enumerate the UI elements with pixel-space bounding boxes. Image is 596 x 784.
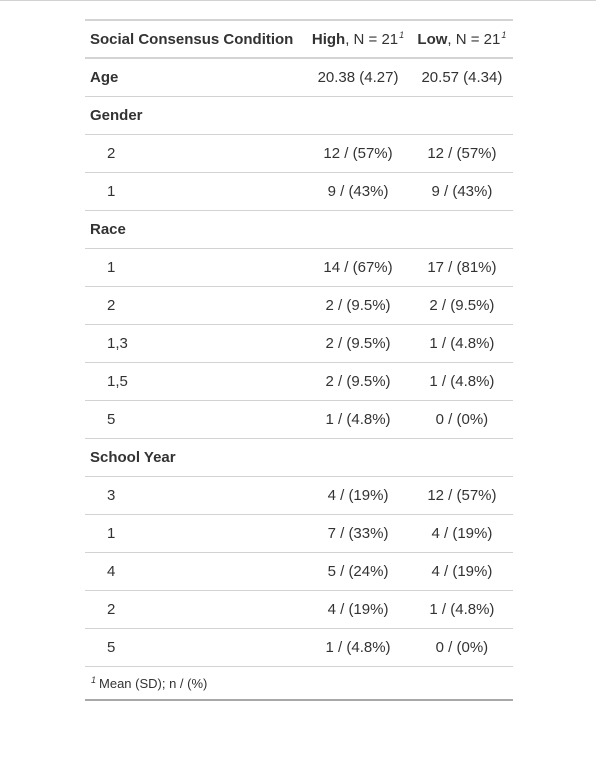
cell-high [305,96,411,135]
summary-table: Social Consensus Condition High, N = 211… [85,19,513,701]
row-label: 1,5 [85,362,306,401]
row-label: 1 [85,248,306,287]
row-label: 3 [85,476,306,515]
cell-high: 4 / (19%) [305,590,411,629]
cell-high: 5 / (24%) [305,552,411,591]
cell-high: 12 / (57%) [305,134,411,173]
cell-low: 0 / (0%) [410,400,513,439]
cell-low: 4 / (19%) [410,514,513,553]
cell-high: 1 / (4.8%) [305,628,411,667]
cell-low: 1 / (4.8%) [410,324,513,363]
row-label: 2 [85,590,306,629]
cell-low: 12 / (57%) [410,134,513,173]
table-row: 2 4 / (19%) 1 / (4.8%) [85,590,513,629]
footnote-mark: 1 [91,675,97,685]
summary-table-container: Social Consensus Condition High, N = 211… [85,19,513,701]
table-row: 2 12 / (57%) 12 / (57%) [85,134,513,173]
footnote-text: Mean (SD); n / (%) [99,676,208,691]
cell-low [410,438,513,477]
cell-low: 1 / (4.8%) [410,362,513,401]
table-row: 4 5 / (24%) 4 / (19%) [85,552,513,591]
cell-high: 2 / (9.5%) [305,362,411,401]
group-label: School Year [85,438,306,477]
cell-high: 14 / (67%) [305,248,411,287]
table-row: 3 4 / (19%) 12 / (57%) [85,476,513,515]
top-divider [0,0,596,1]
cell-low: 4 / (19%) [410,552,513,591]
row-label: 5 [85,400,306,439]
table-row-group-gender: Gender [85,96,513,135]
cell-low: 9 / (43%) [410,172,513,211]
table-row: 1 7 / (33%) 4 / (19%) [85,514,513,553]
cell-high: 7 / (33%) [305,514,411,553]
header-low: Low, N = 211 [410,20,513,59]
row-label: 1,3 [85,324,306,363]
cell-high [305,210,411,249]
header-high-label: High [311,31,346,48]
cell-high: 20.38 (4.27) [305,58,411,97]
cell-high: 1 / (4.8%) [305,400,411,439]
group-label: Race [85,210,306,249]
cell-low: 12 / (57%) [410,476,513,515]
cell-low: 1 / (4.8%) [410,590,513,629]
cell-low: 17 / (81%) [410,248,513,287]
table-row: 1,5 2 / (9.5%) 1 / (4.8%) [85,362,513,401]
footnote: 1 Mean (SD); n / (%) [85,667,513,701]
table-row: 1 9 / (43%) 9 / (43%) [85,172,513,211]
cell-low [410,96,513,135]
header-low-footnote-mark: 1 [501,30,507,40]
table-row: 5 1 / (4.8%) 0 / (0%) [85,400,513,439]
row-label: Age [85,58,306,97]
cell-high: 2 / (9.5%) [305,286,411,325]
group-label: Gender [85,96,306,135]
footnote-row: 1 Mean (SD); n / (%) [85,667,513,701]
cell-high: 9 / (43%) [305,172,411,211]
cell-low: 0 / (0%) [410,628,513,667]
row-label: 1 [85,172,306,211]
header-low-n: , N = 21 [447,31,501,48]
table-row: 2 2 / (9.5%) 2 / (9.5%) [85,286,513,325]
cell-low: 2 / (9.5%) [410,286,513,325]
row-label: 5 [85,628,306,667]
cell-low [410,210,513,249]
table-row: 1,3 2 / (9.5%) 1 / (4.8%) [85,324,513,363]
cell-high: 4 / (19%) [305,476,411,515]
header-high-n: , N = 21 [345,31,399,48]
row-label: 1 [85,514,306,553]
header-high: High, N = 211 [305,20,411,59]
header-characteristic: Social Consensus Condition [85,20,306,59]
table-row: 1 14 / (67%) 17 / (81%) [85,248,513,287]
row-label: 2 [85,286,306,325]
cell-high: 2 / (9.5%) [305,324,411,363]
table-row-group-school-year: School Year [85,438,513,477]
cell-low: 20.57 (4.34) [410,58,513,97]
cell-high [305,438,411,477]
table-row: 5 1 / (4.8%) 0 / (0%) [85,628,513,667]
table-row-group-race: Race [85,210,513,249]
row-label: 2 [85,134,306,173]
row-label: 4 [85,552,306,591]
header-low-label: Low [417,31,448,48]
header-row: Social Consensus Condition High, N = 211… [85,20,513,59]
header-high-footnote-mark: 1 [399,30,405,40]
table-row-age: Age 20.38 (4.27) 20.57 (4.34) [85,58,513,97]
